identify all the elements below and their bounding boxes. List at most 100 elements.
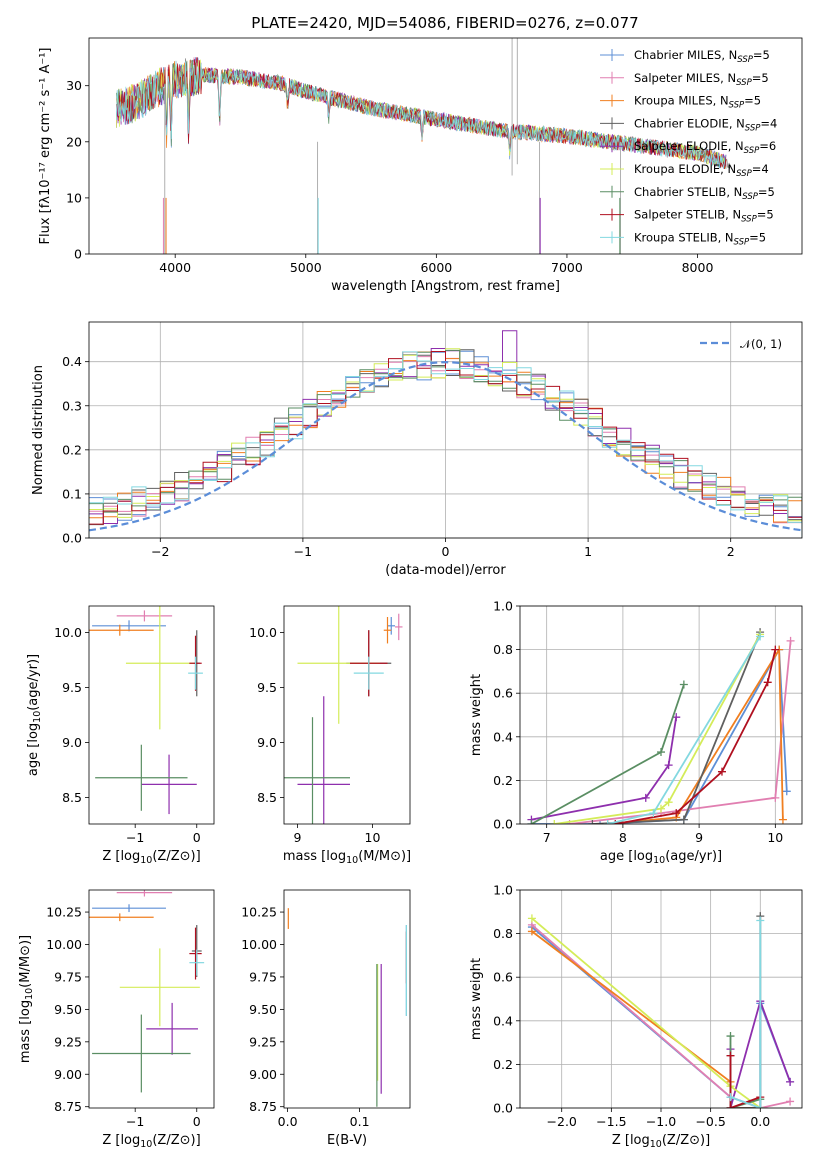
weight-line: [569, 640, 792, 824]
normal-curve: [89, 360, 802, 532]
weight-marker: [664, 761, 673, 770]
x-axis-label: mass [log10(M/M⊙)]: [283, 849, 411, 866]
x-tick-label: 5000: [290, 260, 322, 275]
y-tick-label: 9.00: [54, 1067, 82, 1082]
weight-line: [554, 633, 761, 824]
panel-residuals: −2 −1 0 1 2 0.0 0.1 0.2 0.3 0.4 (data-model)/error…: [31, 321, 803, 578]
y-tick-label: 0.2: [493, 773, 513, 788]
axes-frame: [88, 321, 803, 539]
y-tick-label: 9.50: [54, 1002, 82, 1017]
weight-marker: [778, 815, 787, 824]
y-axis-label: age [log10(age/yr)]: [26, 654, 43, 776]
y-tick-label: 30: [66, 78, 82, 93]
x-tick-label: −0.5: [695, 1114, 725, 1129]
weight-marker: [649, 809, 658, 818]
axes-frame: [88, 37, 803, 255]
weight-marker: [603, 820, 612, 824]
x-axis-label: E(B-V): [327, 1133, 367, 1148]
x-tick-label: 7000: [551, 260, 583, 275]
x-tick-label: 0.0: [750, 1114, 770, 1129]
y-tick-label: 9.5: [257, 680, 277, 695]
y-tick-label: 10.0: [54, 625, 82, 640]
x-tick-label: 4000: [159, 260, 191, 275]
weight-marker: [679, 680, 688, 689]
x-tick-label: −1: [294, 544, 312, 559]
weight-marker: [726, 1032, 735, 1041]
x-tick-label: −1.5: [596, 1114, 626, 1129]
y-tick-label: 10.25: [241, 905, 277, 920]
legend-label: Chabrier STELIB, NSSP=5: [634, 185, 775, 202]
legend-label: Chabrier ELODIE, NSSP=4: [634, 116, 777, 133]
y-tick-label: 8.5: [257, 790, 277, 805]
legend-label: Chabrier MILES, NSSP=5: [634, 48, 770, 65]
panel-mass_vs_ebv: 0.0 0.1 8.75 9.00 9.25 9.50 9.75 10.00 10.25 E(B-…: [241, 889, 411, 1148]
x-tick-label: 0.0: [278, 1114, 298, 1129]
weight-marker: [657, 748, 665, 757]
y-tick-label: 9.0: [62, 735, 82, 750]
weight-line: [607, 636, 761, 824]
weight-marker: [527, 914, 536, 923]
x-axis-label: wavelength [Angstrom, rest frame]: [331, 279, 560, 294]
x-tick-label: 0: [442, 544, 450, 559]
x-axis-label: Z [log10(Z/Z⊙)]: [102, 1133, 200, 1150]
y-tick-label: 0.1: [62, 486, 82, 501]
y-tick-label: 9.25: [249, 1034, 277, 1049]
spectrum-line: [116, 60, 727, 169]
y-tick-label: 9.0: [257, 735, 277, 750]
y-tick-label: 1.0: [493, 883, 513, 898]
plot-area-mass_weight_vs_Z: [527, 912, 795, 1108]
panel-mass_weight_vs_Z: −2.0 −1.5 −1.0 −0.5 0.0 0.0 0.2 0.4 0.6 0.8 1.0 Z […: [469, 883, 803, 1150]
y-axis-label: mass weight: [469, 958, 484, 1040]
plot-area-spectrum: [116, 38, 731, 254]
weight-marker: [756, 1104, 765, 1108]
y-tick-label: 8.75: [249, 1099, 277, 1114]
x-tick-label: 0.1: [350, 1114, 370, 1129]
weight-marker: [527, 927, 536, 936]
weight-line: [729, 1055, 761, 1108]
legend-label: 𝒩(0, 1): [740, 337, 782, 351]
y-tick-label: 0.0: [493, 817, 513, 832]
y-tick-label: 0.8: [493, 926, 513, 941]
legend-label: Salpeter ELODIE, NSSP=6: [634, 139, 776, 156]
x-tick-label: 0: [193, 830, 201, 845]
x-axis-label: (data-model)/error: [385, 563, 506, 578]
x-tick-label: 10: [365, 830, 381, 845]
weight-marker: [657, 804, 665, 813]
legend-label: Kroupa ELODIE, NSSP=4: [634, 162, 769, 179]
y-tick-label: 9.5: [62, 680, 82, 695]
weight-marker: [786, 636, 795, 645]
panel-mass_weight_vs_age: 7 8 9 10 0.0 0.2 0.4 0.6 0.8 1.0 age [log10(age/yr…: [469, 599, 803, 866]
axes-frame: [88, 605, 215, 825]
x-axis-label: Z [log10(Z/Z⊙)]: [102, 849, 200, 866]
weight-marker: [782, 787, 791, 796]
weight-line: [531, 717, 678, 821]
y-tick-label: 0.4: [62, 354, 82, 369]
y-tick-label: 20: [66, 134, 82, 149]
y-tick-label: 0.0: [62, 531, 82, 546]
weight-marker: [717, 767, 726, 776]
axes-frame: [283, 889, 411, 1109]
plot-area-age_vs_mass: [284, 606, 403, 824]
y-tick-label: 9.00: [249, 1067, 277, 1082]
y-tick-label: 0.2: [493, 1057, 513, 1072]
x-tick-label: 0: [193, 1114, 201, 1129]
y-axis-label: mass [log10(M/M⊙)]: [18, 935, 35, 1063]
x-axis-label: age [log10(age/yr)]: [600, 849, 722, 866]
x-tick-label: 7: [543, 830, 551, 845]
weight-marker: [596, 820, 605, 824]
plot-area-age_vs_Z: [89, 606, 203, 815]
weight-marker: [679, 815, 688, 824]
weight-marker: [550, 820, 559, 824]
weight-line: [730, 916, 762, 1108]
legend: Chabrier MILES, NSSP=5 Salpeter MILES, NS…: [600, 48, 777, 247]
weight-marker: [588, 820, 597, 824]
y-tick-label: 1.0: [493, 599, 513, 614]
y-tick-label: 8.5: [62, 790, 82, 805]
weight-marker: [664, 798, 673, 807]
legend-label: Kroupa MILES, NSSP=5: [634, 94, 761, 111]
y-tick-label: 8.75: [54, 1099, 82, 1114]
spectrum-line: [116, 57, 727, 170]
x-tick-label: −1.0: [646, 1114, 676, 1129]
y-axis-label: Flux [fλ10⁻¹⁷ erg cm⁻² s⁻¹ A⁻¹]: [38, 48, 53, 245]
